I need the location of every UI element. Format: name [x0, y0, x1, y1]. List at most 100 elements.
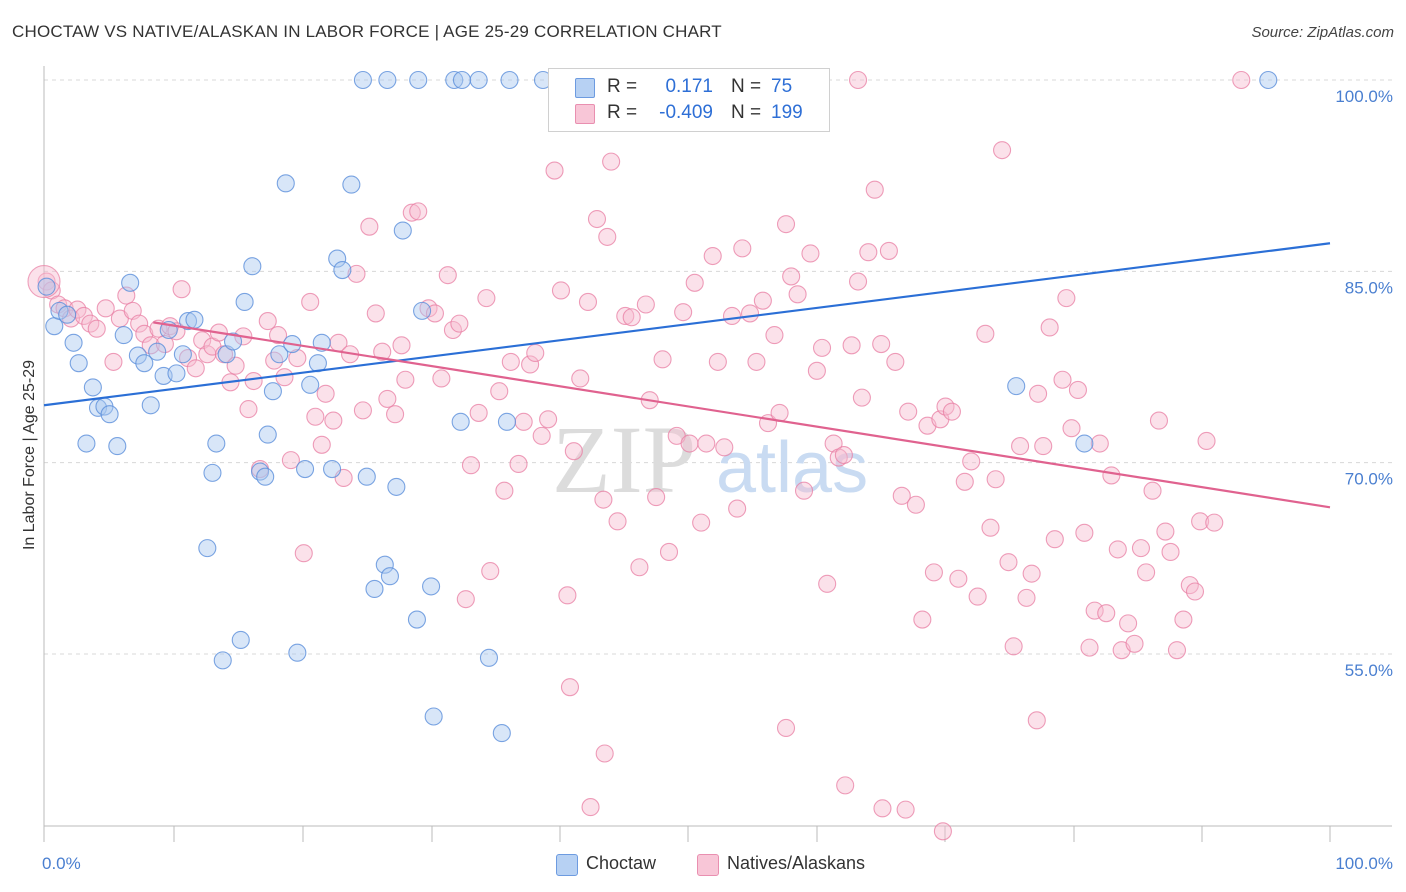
data-point-choctaw: [422, 577, 441, 596]
watermark-atlas: atlas: [716, 428, 868, 508]
data-point-choctaw: [479, 648, 499, 667]
data-point-natives: [747, 352, 766, 371]
data-point-natives: [1137, 563, 1156, 582]
data-point-natives: [899, 402, 918, 421]
data-point-natives: [872, 334, 891, 354]
data-point-choctaw: [100, 405, 119, 424]
data-point-natives: [587, 209, 607, 229]
data-point-natives: [366, 304, 385, 323]
data-point-natives: [87, 319, 106, 338]
data-point-natives: [1125, 634, 1144, 653]
data-point-choctaw: [365, 579, 384, 598]
data-point-choctaw: [203, 463, 222, 482]
data-point-choctaw: [250, 462, 270, 481]
data-point-natives: [509, 454, 528, 473]
data-point-natives: [571, 369, 590, 388]
source-label: Source: ZipAtlas.com: [1251, 24, 1394, 41]
data-point-natives: [578, 292, 598, 311]
data-point-natives: [539, 410, 558, 429]
data-point-natives: [360, 217, 379, 236]
data-point-natives: [949, 569, 968, 588]
data-point-choctaw: [500, 70, 519, 90]
data-point-choctaw: [353, 70, 372, 90]
data-point-natives: [373, 342, 392, 361]
data-point-natives: [776, 718, 796, 738]
x-tick-label: 100.0%: [1335, 854, 1393, 873]
data-point-natives: [1057, 289, 1076, 308]
data-point-natives: [685, 273, 704, 292]
data-point-choctaw: [141, 396, 160, 415]
data-point-natives: [438, 266, 457, 285]
data-point-natives: [697, 434, 716, 453]
data-point-choctaw: [323, 459, 342, 479]
grid: [44, 79, 1392, 655]
series-legend: Choctaw Natives/Alaskans: [0, 852, 1406, 878]
data-point-natives: [1149, 411, 1169, 430]
data-point-natives: [829, 448, 848, 467]
data-point-natives: [1205, 513, 1224, 532]
data-point-choctaw: [375, 555, 394, 574]
data-point-natives: [130, 314, 149, 333]
data-point-natives: [155, 334, 174, 354]
data-point-natives: [409, 202, 428, 221]
data-point-choctaw: [270, 345, 289, 364]
data-point-choctaw: [380, 567, 399, 586]
data-point-natives: [135, 324, 154, 343]
data-point-natives: [715, 438, 734, 457]
data-point-choctaw: [387, 477, 406, 496]
data-point-natives: [942, 402, 961, 421]
data-point-natives: [981, 518, 1000, 537]
data-point-choctaw: [378, 70, 397, 90]
data-point-natives: [301, 292, 320, 311]
data-point-natives: [753, 291, 772, 310]
data-point-choctaw: [64, 333, 83, 352]
data-point-natives: [801, 244, 820, 263]
data-point-choctaw: [128, 346, 147, 365]
data-point-natives: [456, 590, 475, 609]
data-point-natives: [848, 272, 868, 291]
data-point-choctaw: [497, 412, 517, 431]
data-point-choctaw: [469, 70, 488, 90]
data-point-natives: [1075, 523, 1094, 542]
data-point-choctaw: [424, 707, 443, 726]
data-point-choctaw: [135, 354, 154, 373]
data-point-natives: [275, 368, 294, 387]
data-point-natives: [602, 152, 621, 171]
data-point-natives: [782, 267, 801, 286]
data-point-natives: [312, 435, 331, 454]
data-point-natives: [258, 312, 277, 331]
data-point-natives: [1068, 380, 1087, 400]
data-point-natives: [477, 289, 496, 308]
data-point-natives: [824, 434, 843, 453]
data-point-natives: [526, 343, 545, 363]
data-point-natives: [239, 400, 258, 419]
data-point-natives: [96, 299, 115, 318]
legend-n-value: 199: [771, 102, 803, 123]
data-point-choctaw: [288, 643, 307, 662]
data-point-natives: [630, 558, 649, 577]
data-point-natives: [708, 352, 727, 371]
data-point-natives: [968, 587, 987, 606]
data-point-natives: [924, 563, 943, 582]
data-point-natives: [564, 442, 583, 461]
data-point-natives: [776, 215, 796, 234]
data-point-choctaw: [198, 539, 217, 558]
data-point-natives: [378, 389, 397, 408]
data-point-natives: [1090, 434, 1109, 453]
correlation-legend: R = 0.171 N = 75 R = -0.409 N = 199: [548, 68, 830, 132]
chart-title: CHOCTAW VS NATIVE/ALASKAN IN LABOR FORCE…: [12, 22, 722, 41]
legend-swatch-choctaw: [556, 854, 578, 876]
data-point-natives: [794, 481, 814, 500]
data-point-choctaw: [235, 292, 254, 311]
data-point-natives: [443, 320, 462, 340]
legend-r-value: -0.409: [659, 102, 713, 123]
data-point-natives: [852, 388, 871, 407]
data-point-natives: [324, 411, 343, 430]
axes: [43, 66, 1392, 842]
data-point-natives: [269, 326, 288, 345]
data-point-choctaw: [108, 437, 127, 456]
data-point-natives: [842, 336, 861, 355]
data-point-natives: [68, 300, 87, 319]
data-point-natives: [461, 456, 481, 475]
data-point-natives: [37, 272, 56, 291]
